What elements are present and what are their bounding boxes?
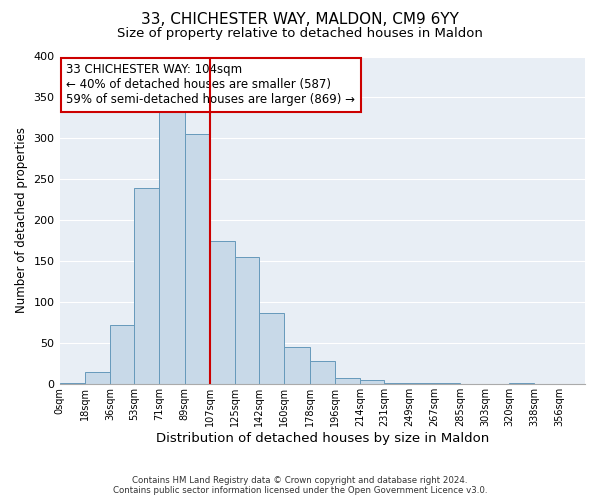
Text: 33, CHICHESTER WAY, MALDON, CM9 6YY: 33, CHICHESTER WAY, MALDON, CM9 6YY (141, 12, 459, 28)
Bar (59, 382, 85, 384)
Bar (310, 360, 335, 384)
Text: 33 CHICHESTER WAY: 104sqm
← 40% of detached houses are smaller (587)
59% of semi: 33 CHICHESTER WAY: 104sqm ← 40% of detac… (67, 64, 355, 106)
Text: Size of property relative to detached houses in Maldon: Size of property relative to detached ho… (117, 28, 483, 40)
Y-axis label: Number of detached properties: Number of detached properties (15, 128, 28, 314)
Bar (134, 188, 159, 384)
Bar (235, 258, 259, 384)
Bar (110, 326, 134, 384)
Bar (185, 134, 210, 384)
X-axis label: Distribution of detached houses by size in Maldon: Distribution of detached houses by size … (155, 432, 489, 445)
Bar (335, 378, 360, 384)
Bar (210, 241, 235, 384)
Bar (284, 348, 310, 385)
Text: Contains HM Land Registry data © Crown copyright and database right 2024.
Contai: Contains HM Land Registry data © Crown c… (113, 476, 487, 495)
Bar (159, 110, 185, 384)
Bar (360, 380, 384, 384)
Bar (509, 382, 535, 384)
Bar (85, 372, 110, 384)
Bar (384, 382, 409, 384)
Bar (259, 313, 284, 384)
